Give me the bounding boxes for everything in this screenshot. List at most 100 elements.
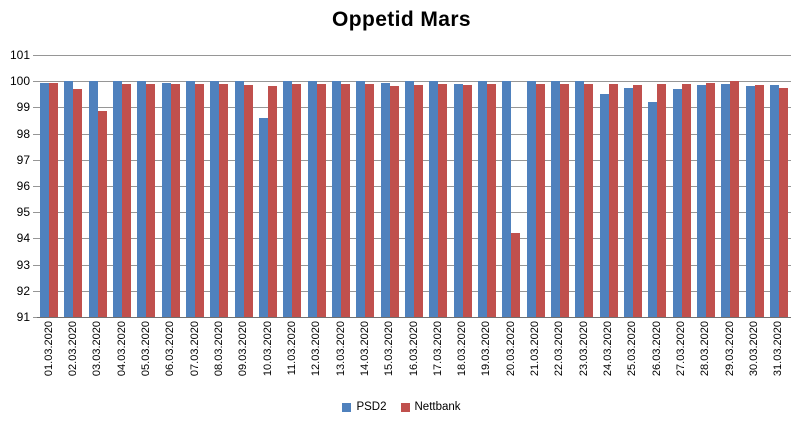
bar-nettbank-13.03.2020 [341,83,351,317]
legend-label-nettbank: Nettbank [414,401,461,413]
y-axis-tick-label-101: 101 [9,48,30,62]
bar-nettbank-30.03.2020 [754,85,764,317]
bar-nettbank-24.03.2020 [608,83,618,317]
bar-psd2-30.03.2020 [745,86,755,317]
x-axis-tick-label-11.03.2020: 11.03.2020 [285,321,298,376]
bar-nettbank-05.03.2020 [146,83,156,317]
x-axis-tick-label-03.03.2020: 03.03.2020 [91,321,104,377]
bar-psd2-15.03.2020 [380,82,390,317]
bar-psd2-16.03.2020 [405,81,414,317]
legend-item-psd2: PSD2 [342,401,387,413]
bar-nettbank-28.03.2020 [705,82,715,317]
x-axis-tick-label-10.03.2020: 10.03.2020 [261,321,274,377]
y-axis-tick-label-100: 100 [9,74,30,88]
bar-psd2-25.03.2020 [623,87,633,317]
bar-nettbank-25.03.2020 [632,85,642,317]
bar-nettbank-22.03.2020 [559,83,569,317]
bar-psd2-05.03.2020 [137,81,147,317]
y-axis-tickmark-93 [33,265,37,266]
bar-psd2-28.03.2020 [696,85,706,317]
bar-nettbank-09.03.2020 [243,85,253,317]
bar-psd2-23.03.2020 [575,81,585,317]
bar-psd2-11.03.2020 [283,81,293,317]
bar-nettbank-06.03.2020 [170,83,180,317]
bar-nettbank-18.03.2020 [462,85,472,317]
x-axis-tick-label-16.03.2020: 16.03.2020 [407,321,420,377]
bar-psd2-09.03.2020 [234,81,244,317]
x-axis-tick-label-13.03.2020: 13.03.2020 [334,321,347,377]
bar-psd2-06.03.2020 [161,82,171,317]
bar-psd2-31.03.2020 [769,85,779,317]
x-axis-tick-label-04.03.2020: 04.03.2020 [115,321,128,377]
bar-nettbank-16.03.2020 [414,85,423,317]
bar-psd2-22.03.2020 [550,81,560,317]
x-axis-tick-label-05.03.2020: 05.03.2020 [139,321,152,377]
bar-nettbank-21.03.2020 [535,83,545,317]
y-axis-tick-label-95: 95 [16,205,30,219]
x-axis-tick-label-12.03.2020: 12.03.2020 [310,321,323,377]
x-axis-tick-label-06.03.2020: 06.03.2020 [164,321,177,377]
bar-psd2-17.03.2020 [429,81,439,317]
gridline-y-101 [37,55,791,56]
bar-nettbank-03.03.2020 [97,111,107,317]
x-axis-tick-label-28.03.2020: 28.03.2020 [699,321,712,377]
y-axis-tickmark-100 [33,81,37,82]
bar-nettbank-08.03.2020 [219,83,229,317]
y-axis-tickmark-94 [33,238,37,239]
y-axis-tickmark-97 [33,160,37,161]
y-axis-tick-label-96: 96 [16,179,30,193]
legend-swatch-psd2-icon [342,402,352,412]
x-axis-tick-label-26.03.2020: 26.03.2020 [650,321,663,377]
y-axis-tickmark-91 [33,317,37,318]
x-axis-line [37,317,791,318]
y-axis-tickmark-101 [33,55,37,56]
bar-psd2-27.03.2020 [672,89,682,317]
bar-psd2-10.03.2020 [259,117,269,317]
legend-label-psd2: PSD2 [356,401,387,413]
y-axis-tick-label-93: 93 [16,258,30,272]
gridline-y-100 [37,81,791,82]
x-axis-tick-label-30.03.2020: 30.03.2020 [748,321,761,377]
bar-psd2-14.03.2020 [356,81,366,317]
x-axis-tick-label-31.03.2020: 31.03.2020 [772,321,785,377]
legend-item-nettbank: Nettbank [400,401,461,413]
bar-nettbank-11.03.2020 [292,83,302,317]
x-axis-tick-label-27.03.2020: 27.03.2020 [675,321,688,377]
x-axis-tick-label-25.03.2020: 25.03.2020 [626,321,639,377]
bar-psd2-24.03.2020 [599,94,609,317]
x-axis-tick-label-21.03.2020: 21.03.2020 [529,321,542,377]
x-axis-tick-label-20.03.2020: 20.03.2020 [504,321,517,377]
bar-psd2-07.03.2020 [186,81,196,317]
bar-psd2-18.03.2020 [453,83,463,317]
x-axis-tick-label-23.03.2020: 23.03.2020 [577,321,590,377]
x-axis-tick-label-29.03.2020: 29.03.2020 [723,321,736,377]
bar-psd2-19.03.2020 [477,81,487,317]
x-axis-tick-label-07.03.2020: 07.03.2020 [188,321,201,377]
bar-nettbank-29.03.2020 [730,81,740,317]
bar-psd2-12.03.2020 [307,81,317,317]
bar-nettbank-02.03.2020 [73,89,83,317]
y-axis-tick-label-92: 92 [16,284,30,298]
y-axis-tick-label-97: 97 [16,153,30,167]
bar-psd2-26.03.2020 [648,102,658,317]
bar-nettbank-14.03.2020 [365,83,375,317]
x-axis-tick-label-24.03.2020: 24.03.2020 [602,321,615,377]
bar-nettbank-31.03.2020 [778,87,788,317]
bar-psd2-01.03.2020 [40,82,50,317]
bar-nettbank-27.03.2020 [681,83,691,317]
bar-psd2-13.03.2020 [332,81,342,317]
x-axis-tick-label-15.03.2020: 15.03.2020 [383,321,396,377]
x-axis-tick-label-01.03.2020: 01.03.2020 [42,321,55,377]
y-axis-tick-label-98: 98 [16,127,30,141]
bar-nettbank-12.03.2020 [316,83,326,317]
bar-nettbank-15.03.2020 [389,86,399,317]
bar-nettbank-17.03.2020 [438,83,448,317]
x-axis-tick-label-17.03.2020: 17.03.2020 [431,321,444,377]
bar-nettbank-20.03.2020 [511,233,521,317]
x-axis-tick-label-02.03.2020: 02.03.2020 [66,321,79,377]
legend: PSD2 Nettbank [0,401,803,413]
legend-swatch-nettbank-icon [400,402,410,412]
bar-nettbank-10.03.2020 [268,86,278,317]
y-axis-tickmark-95 [33,212,37,213]
